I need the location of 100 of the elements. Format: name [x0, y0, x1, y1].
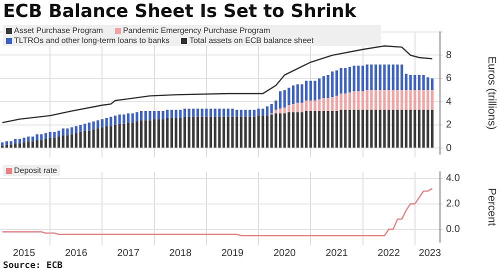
bar — [44, 133, 48, 139]
bar — [10, 144, 12, 148]
bar — [396, 110, 399, 148]
bar — [100, 119, 104, 128]
bar — [110, 126, 112, 148]
bar — [300, 112, 304, 148]
bar — [326, 111, 330, 148]
bar — [352, 91, 356, 110]
bar — [374, 110, 378, 148]
bar — [92, 121, 95, 130]
bar — [205, 116, 208, 148]
bar — [283, 108, 286, 114]
bar — [44, 138, 48, 148]
bar — [57, 136, 60, 148]
x-tick-label: 2015 — [12, 248, 36, 259]
bar — [183, 108, 186, 117]
bar — [300, 84, 304, 103]
bar — [396, 90, 399, 110]
bar — [114, 124, 117, 148]
bar — [335, 96, 338, 112]
x-tick-label: 2023 — [418, 248, 442, 259]
bar — [66, 135, 69, 148]
bar — [274, 113, 278, 148]
bar — [335, 111, 338, 148]
bar — [270, 114, 273, 148]
bar — [140, 111, 143, 120]
bar — [92, 130, 95, 148]
bar — [22, 142, 26, 148]
bar — [326, 98, 330, 112]
bar — [105, 126, 108, 148]
bar — [422, 74, 425, 90]
bar — [357, 91, 360, 110]
bar — [136, 121, 138, 148]
bar — [79, 124, 82, 132]
bar — [352, 66, 356, 92]
y-tick-label: 4.0 — [446, 173, 460, 184]
bar — [283, 113, 286, 148]
chart-title: ECB Balance Sheet Is Set to Shrink — [2, 0, 358, 23]
bar — [118, 114, 121, 124]
y-tick-label: 2 — [446, 120, 452, 131]
bar — [374, 64, 378, 90]
legend-label: TLTROs and other long-term loans to banks — [14, 36, 170, 45]
bar — [196, 116, 200, 148]
bar — [114, 116, 117, 125]
legend-label: Deposit rate — [14, 166, 58, 175]
bar — [361, 110, 364, 148]
bar — [218, 108, 221, 117]
bar — [105, 118, 108, 126]
bar — [300, 102, 304, 112]
y-tick-label: 4 — [446, 96, 452, 108]
bar — [278, 113, 282, 148]
bar — [10, 141, 12, 145]
bar — [218, 116, 221, 148]
legend-label: Total assets on ECB balance sheet — [189, 36, 314, 45]
bar — [100, 127, 104, 148]
bar — [266, 116, 269, 148]
bar — [383, 90, 386, 110]
x-tick-label: 2020 — [273, 248, 296, 259]
y-tick-label: 6 — [446, 73, 452, 84]
legend-label: Asset Purchase Program — [14, 26, 103, 35]
bar — [430, 78, 434, 90]
bar — [192, 108, 195, 117]
bar — [162, 111, 164, 120]
bar — [18, 144, 22, 148]
bar — [314, 80, 316, 101]
bar — [110, 116, 112, 126]
bar — [370, 110, 373, 148]
bar — [27, 136, 30, 142]
bar — [1, 142, 4, 146]
bar — [174, 118, 178, 148]
bar — [22, 138, 26, 142]
bar — [118, 124, 121, 148]
bar — [418, 90, 421, 110]
bar — [122, 124, 126, 148]
bar — [366, 90, 368, 110]
bar — [352, 110, 356, 148]
bar — [66, 128, 69, 136]
bar — [383, 64, 386, 90]
bar — [361, 91, 364, 110]
x-tick-label: 2018 — [169, 248, 192, 259]
y-tick-label: 2.0 — [446, 198, 460, 210]
bar — [148, 111, 152, 120]
bar — [79, 132, 82, 148]
bar — [370, 90, 373, 110]
bar — [126, 113, 130, 123]
bar — [31, 141, 34, 148]
bar — [244, 110, 247, 117]
bar — [200, 108, 204, 117]
bar — [257, 108, 260, 116]
bar — [314, 100, 316, 112]
bar — [340, 68, 342, 94]
bar — [278, 108, 282, 114]
bar — [409, 90, 412, 110]
bar — [18, 138, 22, 144]
bar — [288, 112, 290, 148]
bar — [348, 92, 352, 110]
bar — [409, 74, 412, 90]
bar — [396, 64, 399, 90]
bar — [292, 112, 295, 148]
x-tick-label: 2022 — [378, 248, 400, 259]
